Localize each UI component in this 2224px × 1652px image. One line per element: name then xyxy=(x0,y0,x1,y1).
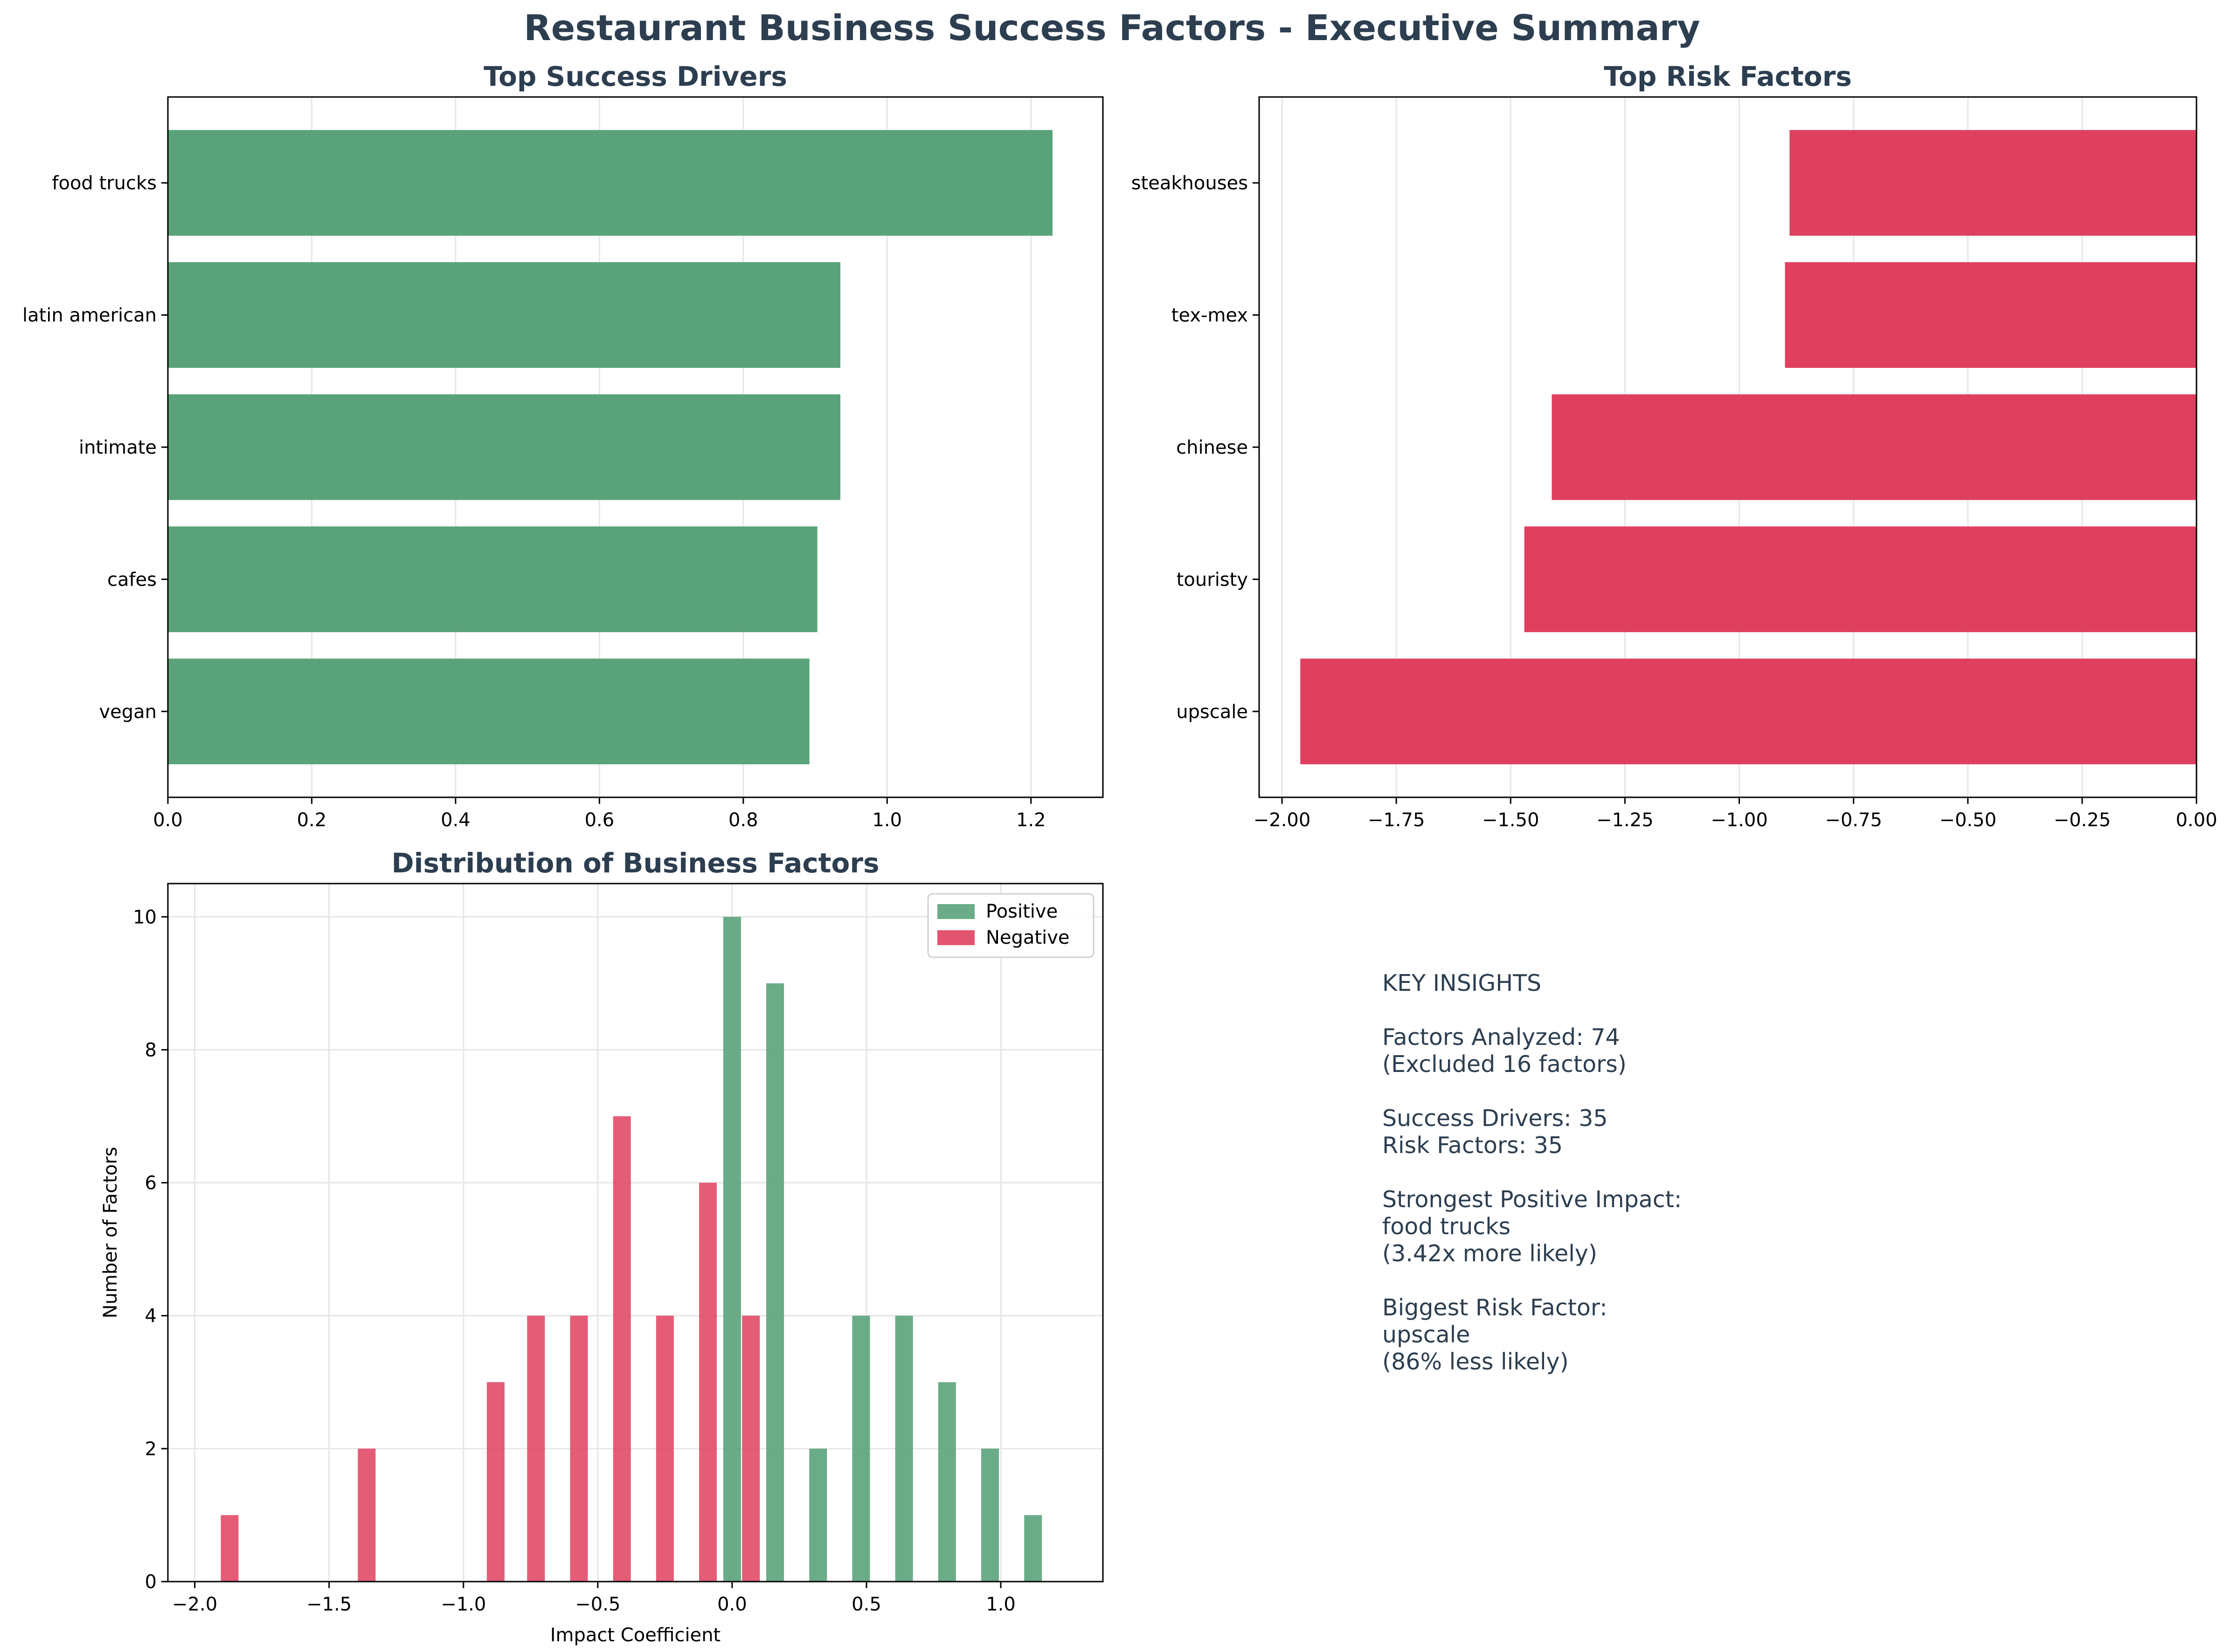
x-tick-label: −0.75 xyxy=(1825,809,1882,831)
x-tick-label: 0.6 xyxy=(585,809,615,831)
positive-bin-bar xyxy=(1024,1515,1042,1582)
insight-line: Factors Analyzed: 74 xyxy=(1382,1024,1620,1051)
negative-bin-bar xyxy=(613,1116,631,1582)
y-tick-label: 0 xyxy=(145,1571,157,1593)
category-label: latin american xyxy=(22,305,157,326)
negative-bin-bar xyxy=(656,1315,674,1582)
chart-title: Distribution of Business Factors xyxy=(392,847,880,879)
legend-label: Positive xyxy=(986,901,1058,922)
bar xyxy=(1552,394,2196,500)
axes-frame xyxy=(167,883,1104,1583)
bar xyxy=(1524,526,2196,632)
bar xyxy=(168,658,810,765)
insight-line: (Excluded 16 factors) xyxy=(1382,1051,1627,1078)
x-tick-label: −0.50 xyxy=(1939,809,1996,831)
x-tick-label: 0.00 xyxy=(2176,809,2217,831)
legend: Positive Negative xyxy=(927,893,1095,958)
insight-line: (3.42x more likely) xyxy=(1382,1240,1598,1267)
insight-line xyxy=(1382,1159,1682,1186)
negative-bin-bar xyxy=(527,1315,545,1582)
x-tick-label: −1.25 xyxy=(1596,809,1654,831)
x-tick-label: −0.5 xyxy=(575,1594,620,1615)
positive-bin-bar xyxy=(723,917,741,1582)
negative-bin-bar xyxy=(742,1315,760,1582)
y-axis-label: Number of Factors xyxy=(100,1147,121,1319)
x-tick-label: 0.0 xyxy=(153,809,183,831)
positive-bin-bar xyxy=(938,1382,956,1582)
chart-title: Top Risk Factors xyxy=(1604,61,1852,92)
positive-bin-bar xyxy=(766,983,784,1582)
insight-line: Risk Factors: 35 xyxy=(1382,1132,1563,1159)
x-tick-label: 1.0 xyxy=(986,1594,1016,1615)
key-insights-panel: KEY INSIGHTS Factors Analyzed: 74 (Exclude… xyxy=(1382,970,1682,1376)
figure-title: Restaurant Business Success Factors - Ex… xyxy=(524,7,1700,48)
positive-bin-bar xyxy=(852,1315,870,1582)
axes-frame xyxy=(167,96,1104,798)
insight-line: Biggest Risk Factor: xyxy=(1382,1294,1607,1321)
insights-heading: KEY INSIGHTS xyxy=(1382,970,1542,996)
y-tick-label: 2 xyxy=(145,1438,157,1460)
negative-bin-bar xyxy=(570,1315,588,1582)
x-tick-label: 0.2 xyxy=(297,809,327,831)
x-tick-label: 0.0 xyxy=(717,1594,747,1615)
chart-title: Top Success Drivers xyxy=(484,61,787,92)
x-tick-label: 0.4 xyxy=(441,809,471,831)
bar xyxy=(168,262,841,368)
y-tick-label: 8 xyxy=(145,1039,157,1061)
legend-swatch xyxy=(937,904,975,919)
category-label: touristy xyxy=(1177,569,1248,590)
y-tick-label: 6 xyxy=(145,1173,157,1194)
positive-bin-bar xyxy=(981,1448,999,1582)
insight-line: upscale xyxy=(1382,1321,1470,1348)
x-tick-label: −1.50 xyxy=(1482,809,1539,831)
bar xyxy=(168,394,841,500)
category-label: food trucks xyxy=(52,173,157,194)
insight-line xyxy=(1382,1078,1682,1105)
x-tick-label: 0.5 xyxy=(852,1594,881,1615)
axes-frame xyxy=(1258,96,2197,798)
y-tick-label: 4 xyxy=(145,1306,157,1327)
category-label: chinese xyxy=(1176,437,1248,458)
legend-label: Negative xyxy=(986,927,1070,948)
y-tick-label: 10 xyxy=(133,906,157,928)
x-tick-label: 1.2 xyxy=(1016,809,1046,831)
insight-line: (86% less likely) xyxy=(1382,1348,1569,1375)
x-tick-label: 0.8 xyxy=(728,809,758,831)
insight-line: Strongest Positive Impact: xyxy=(1382,1186,1682,1213)
x-tick-label: 1.0 xyxy=(872,809,902,831)
x-tick-label: −2.00 xyxy=(1254,809,1311,831)
bar xyxy=(1300,658,2196,765)
category-label: tex-mex xyxy=(1171,305,1248,326)
category-label: cafes xyxy=(107,569,157,590)
x-tick-label: −1.75 xyxy=(1368,809,1425,831)
category-label: steakhouses xyxy=(1131,173,1248,194)
x-tick-label: −1.5 xyxy=(306,1594,352,1615)
legend-swatch xyxy=(937,930,975,945)
x-tick-label: −1.0 xyxy=(441,1594,486,1615)
bar xyxy=(1785,262,2196,368)
positive-bin-bar xyxy=(895,1315,913,1582)
negative-bin-bar xyxy=(221,1515,239,1582)
insight-line: food trucks xyxy=(1382,1213,1511,1240)
x-tick-label: −1.00 xyxy=(1711,809,1768,831)
category-label: upscale xyxy=(1176,701,1248,723)
positive-bin-bar xyxy=(809,1448,827,1582)
bar xyxy=(1789,130,2196,236)
insight-line xyxy=(1382,997,1682,1024)
x-tick-label: −0.25 xyxy=(2054,809,2111,831)
negative-bin-bar xyxy=(486,1382,505,1582)
bar xyxy=(168,526,818,632)
insight-line xyxy=(1382,1267,1682,1294)
x-tick-label: −2.0 xyxy=(172,1594,217,1615)
negative-bin-bar xyxy=(358,1448,376,1582)
insight-line: Success Drivers: 35 xyxy=(1382,1105,1608,1132)
category-label: vegan xyxy=(99,701,157,723)
x-axis-label: Impact Coefficient xyxy=(550,1624,721,1646)
bar xyxy=(168,130,1053,236)
category-label: intimate xyxy=(79,437,157,458)
negative-bin-bar xyxy=(699,1182,717,1582)
